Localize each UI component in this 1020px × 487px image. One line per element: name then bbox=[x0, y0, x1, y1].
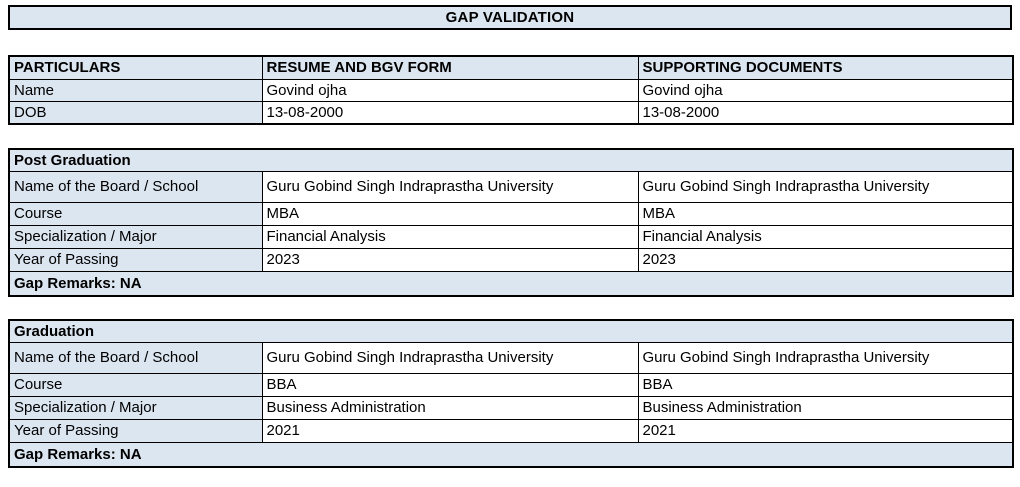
resume-value: Business Administration bbox=[261, 396, 639, 420]
table-row-dob: DOB 13-08-2000 13-08-2000 bbox=[8, 101, 1014, 125]
resume-value: BBA bbox=[261, 373, 639, 397]
gap-remarks-row: Gap Remarks: NA bbox=[8, 271, 1014, 297]
resume-value: Guru Gobind Singh Indraprastha Universit… bbox=[261, 342, 639, 374]
row-label: Year of Passing bbox=[8, 248, 263, 272]
table-row-board-school: Name of the Board / School Guru Gobind S… bbox=[8, 342, 1014, 374]
section-title: Graduation bbox=[8, 319, 1014, 343]
column-header-resume-bgv-form: RESUME AND BGV FORM bbox=[261, 55, 639, 80]
supporting-value: Business Administration bbox=[637, 396, 1014, 420]
table-row-year-of-passing: Year of Passing 2023 2023 bbox=[8, 248, 1014, 272]
row-label: Specialization / Major bbox=[8, 396, 263, 420]
table-row-year-of-passing: Year of Passing 2021 2021 bbox=[8, 419, 1014, 443]
table-header-row: PARTICULARS RESUME AND BGV FORM SUPPORTI… bbox=[8, 55, 1014, 80]
supporting-value: 13-08-2000 bbox=[637, 101, 1014, 125]
supporting-value: BBA bbox=[637, 373, 1014, 397]
section-title-row: Post Graduation bbox=[8, 148, 1014, 172]
row-label: Specialization / Major bbox=[8, 225, 263, 249]
resume-value: MBA bbox=[261, 202, 639, 226]
supporting-value: MBA bbox=[637, 202, 1014, 226]
post-graduation-table: Post Graduation Name of the Board / Scho… bbox=[8, 148, 1015, 297]
table-row-course: Course BBA BBA bbox=[8, 373, 1014, 397]
resume-value: 2021 bbox=[261, 419, 639, 443]
supporting-value: Guru Gobind Singh Indraprastha Universit… bbox=[637, 342, 1014, 374]
supporting-value: Govind ojha bbox=[637, 79, 1014, 102]
row-label: DOB bbox=[8, 101, 263, 125]
gap-remarks-row: Gap Remarks: NA bbox=[8, 442, 1014, 468]
graduation-table: Graduation Name of the Board / School Gu… bbox=[8, 319, 1015, 468]
resume-value: Govind ojha bbox=[261, 79, 639, 102]
column-header-particulars: PARTICULARS bbox=[8, 55, 263, 80]
resume-value: Financial Analysis bbox=[261, 225, 639, 249]
table-row-board-school: Name of the Board / School Guru Gobind S… bbox=[8, 171, 1014, 203]
table-row-course: Course MBA MBA bbox=[8, 202, 1014, 226]
gap-remarks: Gap Remarks: NA bbox=[8, 442, 1014, 468]
table-row-specialization: Specialization / Major Financial Analysi… bbox=[8, 225, 1014, 249]
resume-value: 13-08-2000 bbox=[261, 101, 639, 125]
supporting-value: 2023 bbox=[637, 248, 1014, 272]
supporting-value: 2021 bbox=[637, 419, 1014, 443]
supporting-value: Financial Analysis bbox=[637, 225, 1014, 249]
table-row-specialization: Specialization / Major Business Administ… bbox=[8, 396, 1014, 420]
page-title: GAP VALIDATION bbox=[8, 5, 1012, 30]
resume-value: 2023 bbox=[261, 248, 639, 272]
resume-value: Guru Gobind Singh Indraprastha Universit… bbox=[261, 171, 639, 203]
section-title: Post Graduation bbox=[8, 148, 1014, 172]
supporting-value: Guru Gobind Singh Indraprastha Universit… bbox=[637, 171, 1014, 203]
row-label: Name bbox=[8, 79, 263, 102]
row-label: Name of the Board / School bbox=[8, 342, 263, 374]
section-title-row: Graduation bbox=[8, 319, 1014, 343]
row-label: Name of the Board / School bbox=[8, 171, 263, 203]
row-label: Course bbox=[8, 373, 263, 397]
personal-info-table: PARTICULARS RESUME AND BGV FORM SUPPORTI… bbox=[8, 55, 1014, 125]
row-label: Course bbox=[8, 202, 263, 226]
table-row-name: Name Govind ojha Govind ojha bbox=[8, 79, 1014, 102]
gap-remarks: Gap Remarks: NA bbox=[8, 271, 1014, 297]
column-header-supporting-documents: SUPPORTING DOCUMENTS bbox=[637, 55, 1014, 80]
row-label: Year of Passing bbox=[8, 419, 263, 443]
